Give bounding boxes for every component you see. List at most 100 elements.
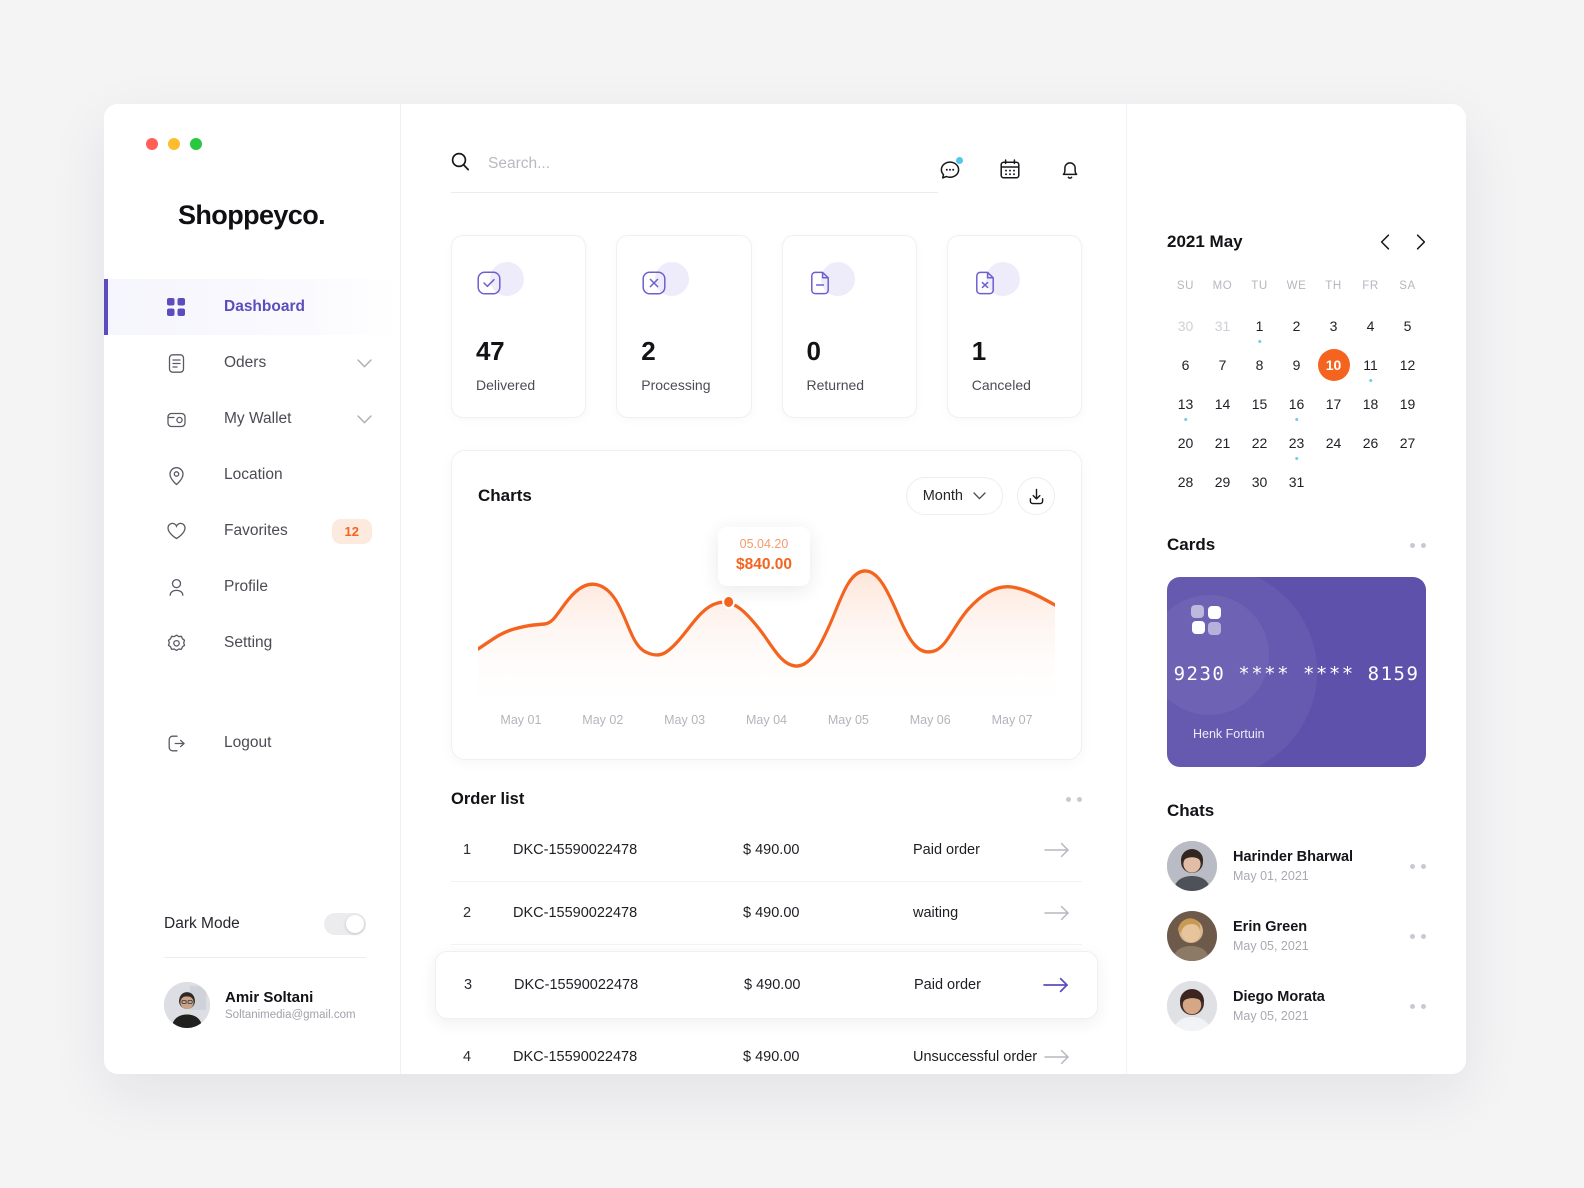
sidebar-item-logout[interactable]: Logout <box>104 715 400 771</box>
period-select[interactable]: Month <box>905 477 1003 515</box>
order-status: Paid order <box>914 977 981 993</box>
calendar-day[interactable]: 30 <box>1241 462 1278 501</box>
stat-card-delivered[interactable]: 47 Delivered <box>451 235 587 418</box>
stat-card-processing[interactable]: 2 Processing <box>616 235 752 418</box>
stat-card-canceled[interactable]: 1 Canceled <box>946 235 1082 418</box>
chat-more-button[interactable] <box>1410 863 1426 869</box>
minimize-icon[interactable] <box>168 138 180 150</box>
table-row[interactable]: 3 DKC-15590022478 $ 490.00 Paid order <box>435 951 1098 1019</box>
calendar-day[interactable]: 31 <box>1278 462 1315 501</box>
dark-mode-toggle[interactable] <box>324 913 366 935</box>
map-pin-icon <box>164 463 188 487</box>
calendar-day[interactable]: 15 <box>1241 384 1278 423</box>
chevron-down-icon[interactable] <box>357 414 372 424</box>
calendar-day[interactable]: 8 <box>1241 345 1278 384</box>
calendar-day[interactable]: 27 <box>1389 423 1426 462</box>
main-area: 47 Delivered 2 Processing <box>401 104 1466 1074</box>
arrow-right-icon[interactable] <box>1044 1049 1070 1065</box>
day-number: 6 <box>1181 356 1190 373</box>
calendar-icon[interactable] <box>998 157 1022 181</box>
calendar-day[interactable]: 26 <box>1352 423 1389 462</box>
calendar-next-button[interactable] <box>1416 234 1426 250</box>
stat-value: 1 <box>971 336 986 366</box>
stat-cards: 47 Delivered 2 Processing <box>451 235 1126 418</box>
sidebar-item-location[interactable]: Location <box>104 447 400 503</box>
calendar-day[interactable]: 21 <box>1204 423 1241 462</box>
stat-card-returned[interactable]: 0 Returned <box>781 235 917 418</box>
bell-icon[interactable] <box>1058 157 1082 181</box>
calendar-day[interactable]: 5 <box>1389 306 1426 345</box>
list-item[interactable]: Harinder Bharwal May 01, 2021 <box>1167 841 1426 891</box>
day-number: 11 <box>1363 356 1378 373</box>
table-row[interactable]: 2 DKC-15590022478 $ 490.00 waiting <box>451 882 1082 945</box>
search-input[interactable] <box>488 155 938 173</box>
cards-more-button[interactable] <box>1410 542 1426 548</box>
sidebar-item-favorites[interactable]: Favorites 12 <box>104 503 400 559</box>
calendar-day[interactable]: 16 <box>1278 384 1315 423</box>
sidebar-item-oders[interactable]: Oders <box>104 335 400 391</box>
calendar-day[interactable]: 11 <box>1352 345 1389 384</box>
calendar-day[interactable]: 20 <box>1167 423 1204 462</box>
chat-more-button[interactable] <box>1410 933 1426 939</box>
brand-logo: Shoppeyco. <box>178 200 326 230</box>
close-icon[interactable] <box>146 138 158 150</box>
calendar-day[interactable]: 29 <box>1204 462 1241 501</box>
calendar-day[interactable]: 2 <box>1278 306 1315 345</box>
download-button[interactable] <box>1017 477 1055 515</box>
day-number: 5 <box>1403 317 1412 334</box>
list-item[interactable]: Diego Morata May 05, 2021 <box>1167 981 1426 1031</box>
sidebar-item-my-wallet[interactable]: My Wallet <box>104 391 400 447</box>
calendar-day[interactable]: 17 <box>1315 384 1352 423</box>
calendar-day[interactable]: 9 <box>1278 345 1315 384</box>
calendar-day[interactable]: 28 <box>1167 462 1204 501</box>
list-item[interactable]: Erin Green May 05, 2021 <box>1167 911 1426 961</box>
chart-card: Charts Month <box>451 450 1082 760</box>
calendar-day[interactable]: 6 <box>1167 345 1204 384</box>
calendar-day[interactable]: 24 <box>1315 423 1352 462</box>
search-bar[interactable] <box>451 152 938 193</box>
chat-more-button[interactable] <box>1410 1003 1426 1009</box>
calendar-day[interactable]: 3 <box>1315 306 1352 345</box>
arrow-right-icon[interactable] <box>1043 977 1069 993</box>
table-row[interactable]: 4 DKC-15590022478 $ 490.00 Unsuccessful … <box>451 1025 1082 1074</box>
calendar-day[interactable]: 12 <box>1389 345 1426 384</box>
calendar-day[interactable]: 14 <box>1204 384 1241 423</box>
calendar-day[interactable]: 18 <box>1352 384 1389 423</box>
x-tick-label: May 02 <box>582 713 624 727</box>
calendar-day[interactable]: 19 <box>1389 384 1426 423</box>
day-number: 24 <box>1325 434 1342 451</box>
order-status: Paid order <box>913 842 980 858</box>
credit-card[interactable]: 9230 **** **** 8159 Henk Fortuin <box>1167 577 1426 767</box>
stat-icon-wrap <box>476 262 524 308</box>
calendar-day[interactable]: 7 <box>1204 345 1241 384</box>
arrow-right-icon[interactable] <box>1044 905 1070 921</box>
calendar-day[interactable]: 13 <box>1167 384 1204 423</box>
sidebar-item-dashboard[interactable]: Dashboard <box>104 279 400 335</box>
day-number: 30 <box>1177 317 1194 334</box>
calendar-day[interactable]: 31 <box>1204 306 1241 345</box>
calendar-prev-button[interactable] <box>1380 234 1390 250</box>
arrow-right-icon[interactable] <box>1044 842 1070 858</box>
event-dot <box>1294 456 1299 460</box>
order-list-more-button[interactable] <box>1066 797 1082 802</box>
stat-icon-wrap <box>972 262 1020 308</box>
calendar-day-selected[interactable]: 10 <box>1315 345 1352 384</box>
user-profile[interactable]: Amir Soltani Soltanimedia@gmail.com <box>164 958 366 1074</box>
sidebar-item-profile[interactable]: Profile <box>104 559 400 615</box>
day-number: 23 <box>1288 434 1305 451</box>
calendar-day[interactable]: 1 <box>1241 306 1278 345</box>
maximize-icon[interactable] <box>190 138 202 150</box>
sidebar-item-setting[interactable]: Setting <box>104 615 400 671</box>
chat-icon[interactable] <box>938 155 964 181</box>
chart-header: Charts Month <box>478 477 1055 515</box>
table-row[interactable]: 1 DKC-15590022478 $ 490.00 Paid order <box>451 819 1082 882</box>
chevron-down-icon[interactable] <box>357 358 372 368</box>
gear-icon <box>164 631 188 655</box>
divider <box>164 957 366 958</box>
calendar-day[interactable]: 4 <box>1352 306 1389 345</box>
calendar-day[interactable]: 23 <box>1278 423 1315 462</box>
calendar-dow: FR <box>1362 280 1379 292</box>
calendar-day[interactable]: 30 <box>1167 306 1204 345</box>
stat-icon-wrap <box>641 262 690 308</box>
calendar-day[interactable]: 22 <box>1241 423 1278 462</box>
